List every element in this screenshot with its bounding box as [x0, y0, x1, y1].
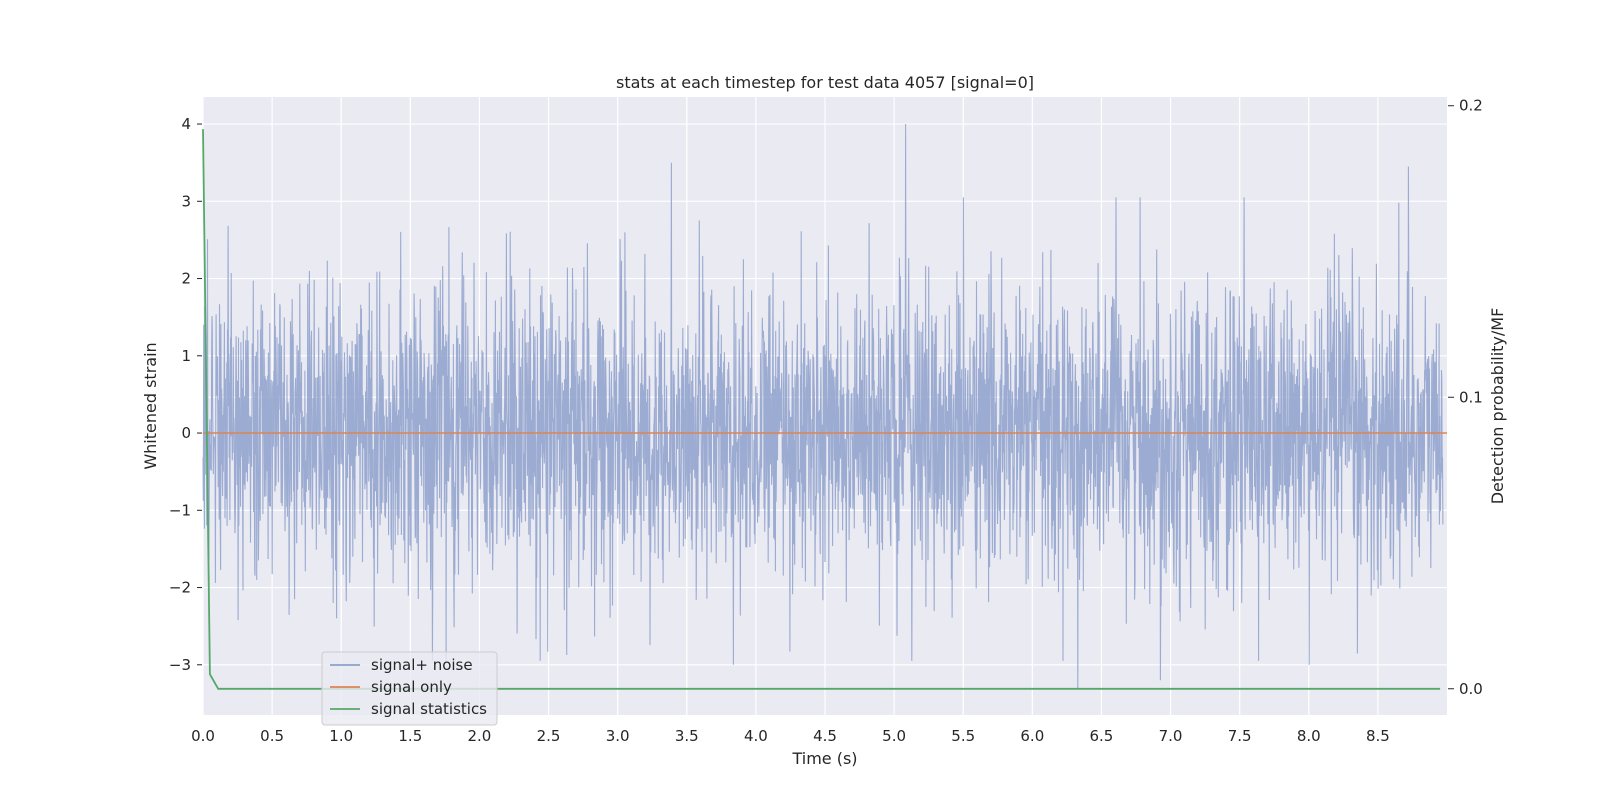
legend-box — [321, 651, 498, 726]
x-tick-label: 3.5 — [675, 727, 699, 745]
legend-label-signal-statistics: signal statistics — [371, 700, 487, 718]
signal-statistics-line — [202, 129, 1441, 690]
x-tick-label: 8.5 — [1366, 727, 1390, 745]
series-signal-statistics — [202, 129, 1441, 690]
y-tick-label: 0 — [181, 424, 191, 442]
y2-tick-label: 0.2 — [1459, 97, 1483, 115]
x-tick-label: 7.5 — [1228, 727, 1252, 745]
y-tick-label: 4 — [181, 115, 191, 133]
x-tick-label: 1.0 — [329, 727, 353, 745]
x-tick-label: 5.0 — [882, 727, 906, 745]
x-axis-ticks: 0.0 0.5 1.0 1.5 2.0 2.5 3.0 3.5 4.0 4.5 5.0 5.5 6.0 6… — [191, 727, 1390, 745]
y-tick-label: −1 — [169, 501, 191, 519]
x-tick-label: 3.0 — [606, 727, 630, 745]
x-tick-label: 6.0 — [1020, 727, 1044, 745]
x-tick-label: 4.5 — [813, 727, 837, 745]
y2-axis-label: Detection probability/MF — [1488, 308, 1507, 505]
x-tick-label: 4.0 — [744, 727, 768, 745]
y-axis-ticks: −3 −2 −1 0 1 2 3 4 — [169, 115, 202, 674]
x-axis-label: Time (s) — [791, 749, 857, 768]
x-tick-label: 2.0 — [468, 727, 492, 745]
x-tick-label: 0.5 — [260, 727, 284, 745]
chart-title: stats at each timestep for test data 405… — [616, 73, 1034, 92]
y2-axis-ticks: 0.0 0.1 0.2 — [1448, 97, 1483, 698]
y-tick-label: −3 — [169, 656, 191, 674]
y2-tick-label: 0.1 — [1459, 388, 1483, 406]
series-signal-plus-noise — [202, 123, 1444, 689]
legend-label-signal-only: signal only — [371, 678, 452, 696]
x-tick-label: 5.5 — [951, 727, 975, 745]
y-tick-label: 2 — [181, 270, 191, 288]
x-tick-label: 8.0 — [1297, 727, 1321, 745]
x-tick-label: 0.0 — [191, 727, 215, 745]
legend-label-signal-plus-noise: signal+ noise — [371, 656, 473, 674]
legend: signal+ noise signal only signal statist… — [321, 651, 498, 726]
x-tick-label: 2.5 — [537, 727, 561, 745]
signal-plus-noise-line — [202, 123, 1444, 689]
y-tick-label: 1 — [181, 347, 191, 365]
x-tick-label: 6.5 — [1090, 727, 1114, 745]
y2-tick-label: 0.0 — [1459, 680, 1483, 698]
x-tick-label: 7.0 — [1159, 727, 1183, 745]
y-tick-label: 3 — [181, 192, 191, 210]
y-axis-label: Whitened strain — [141, 342, 160, 469]
y-tick-label: −2 — [169, 579, 191, 597]
x-tick-label: 1.5 — [398, 727, 422, 745]
